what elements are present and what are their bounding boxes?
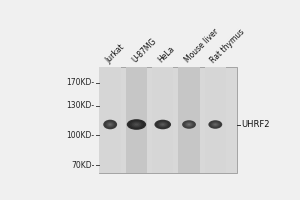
Ellipse shape: [186, 122, 193, 127]
Ellipse shape: [210, 121, 221, 128]
Ellipse shape: [182, 120, 196, 129]
Ellipse shape: [155, 120, 170, 129]
Ellipse shape: [187, 123, 191, 126]
Ellipse shape: [127, 119, 146, 130]
Ellipse shape: [210, 121, 221, 128]
Ellipse shape: [182, 120, 196, 129]
Ellipse shape: [106, 121, 115, 128]
Ellipse shape: [105, 121, 115, 128]
Ellipse shape: [182, 121, 196, 128]
Ellipse shape: [157, 121, 169, 128]
Ellipse shape: [107, 122, 114, 127]
Ellipse shape: [132, 122, 141, 127]
Text: Jurkat: Jurkat: [104, 42, 126, 65]
Ellipse shape: [183, 121, 195, 128]
Text: U-87MG: U-87MG: [130, 37, 158, 65]
Ellipse shape: [160, 123, 166, 126]
Ellipse shape: [158, 122, 168, 127]
Text: HeLa: HeLa: [156, 45, 176, 65]
Ellipse shape: [156, 121, 170, 128]
Ellipse shape: [135, 124, 138, 125]
Ellipse shape: [105, 121, 116, 128]
Ellipse shape: [127, 119, 146, 130]
Ellipse shape: [209, 121, 221, 128]
Text: Rat thymus: Rat thymus: [209, 27, 247, 65]
Ellipse shape: [104, 121, 116, 128]
Text: Mouse liver: Mouse liver: [183, 27, 220, 65]
Ellipse shape: [161, 124, 164, 125]
Ellipse shape: [109, 124, 111, 125]
Ellipse shape: [130, 121, 143, 128]
Ellipse shape: [185, 122, 194, 127]
Ellipse shape: [188, 124, 190, 125]
Ellipse shape: [184, 121, 194, 128]
Ellipse shape: [156, 121, 169, 128]
Ellipse shape: [157, 121, 169, 128]
Text: 130KD-: 130KD-: [66, 101, 94, 110]
Ellipse shape: [157, 121, 168, 128]
Ellipse shape: [128, 120, 145, 129]
Text: UHRF2: UHRF2: [241, 120, 269, 129]
Bar: [152, 67, 173, 173]
Ellipse shape: [213, 123, 218, 126]
Ellipse shape: [212, 122, 219, 127]
Ellipse shape: [108, 123, 112, 126]
Ellipse shape: [129, 121, 144, 128]
Ellipse shape: [209, 121, 222, 128]
Ellipse shape: [154, 120, 171, 129]
Text: 70KD-: 70KD-: [71, 161, 94, 170]
Ellipse shape: [214, 124, 217, 125]
Bar: [100, 67, 121, 173]
Ellipse shape: [183, 121, 195, 128]
Ellipse shape: [130, 121, 142, 128]
Bar: [178, 67, 200, 173]
Ellipse shape: [154, 120, 171, 129]
Ellipse shape: [129, 120, 144, 129]
Ellipse shape: [208, 120, 222, 129]
Ellipse shape: [184, 122, 194, 127]
Ellipse shape: [211, 122, 220, 127]
Ellipse shape: [184, 122, 194, 127]
Ellipse shape: [133, 123, 140, 126]
Ellipse shape: [103, 120, 117, 129]
Ellipse shape: [106, 122, 115, 127]
Ellipse shape: [211, 122, 220, 127]
Ellipse shape: [159, 122, 167, 127]
Bar: [99, 67, 238, 173]
Ellipse shape: [130, 121, 143, 128]
Ellipse shape: [208, 120, 222, 129]
Ellipse shape: [210, 121, 220, 128]
Ellipse shape: [103, 120, 117, 129]
Ellipse shape: [105, 121, 116, 128]
Ellipse shape: [211, 122, 220, 127]
Ellipse shape: [128, 120, 146, 129]
Ellipse shape: [104, 120, 116, 129]
Bar: [205, 67, 226, 173]
Text: 170KD-: 170KD-: [66, 78, 94, 87]
Ellipse shape: [128, 120, 145, 129]
Ellipse shape: [183, 121, 195, 128]
Ellipse shape: [104, 120, 117, 129]
Bar: [126, 67, 147, 173]
Ellipse shape: [155, 120, 170, 129]
Text: 100KD-: 100KD-: [66, 131, 94, 140]
